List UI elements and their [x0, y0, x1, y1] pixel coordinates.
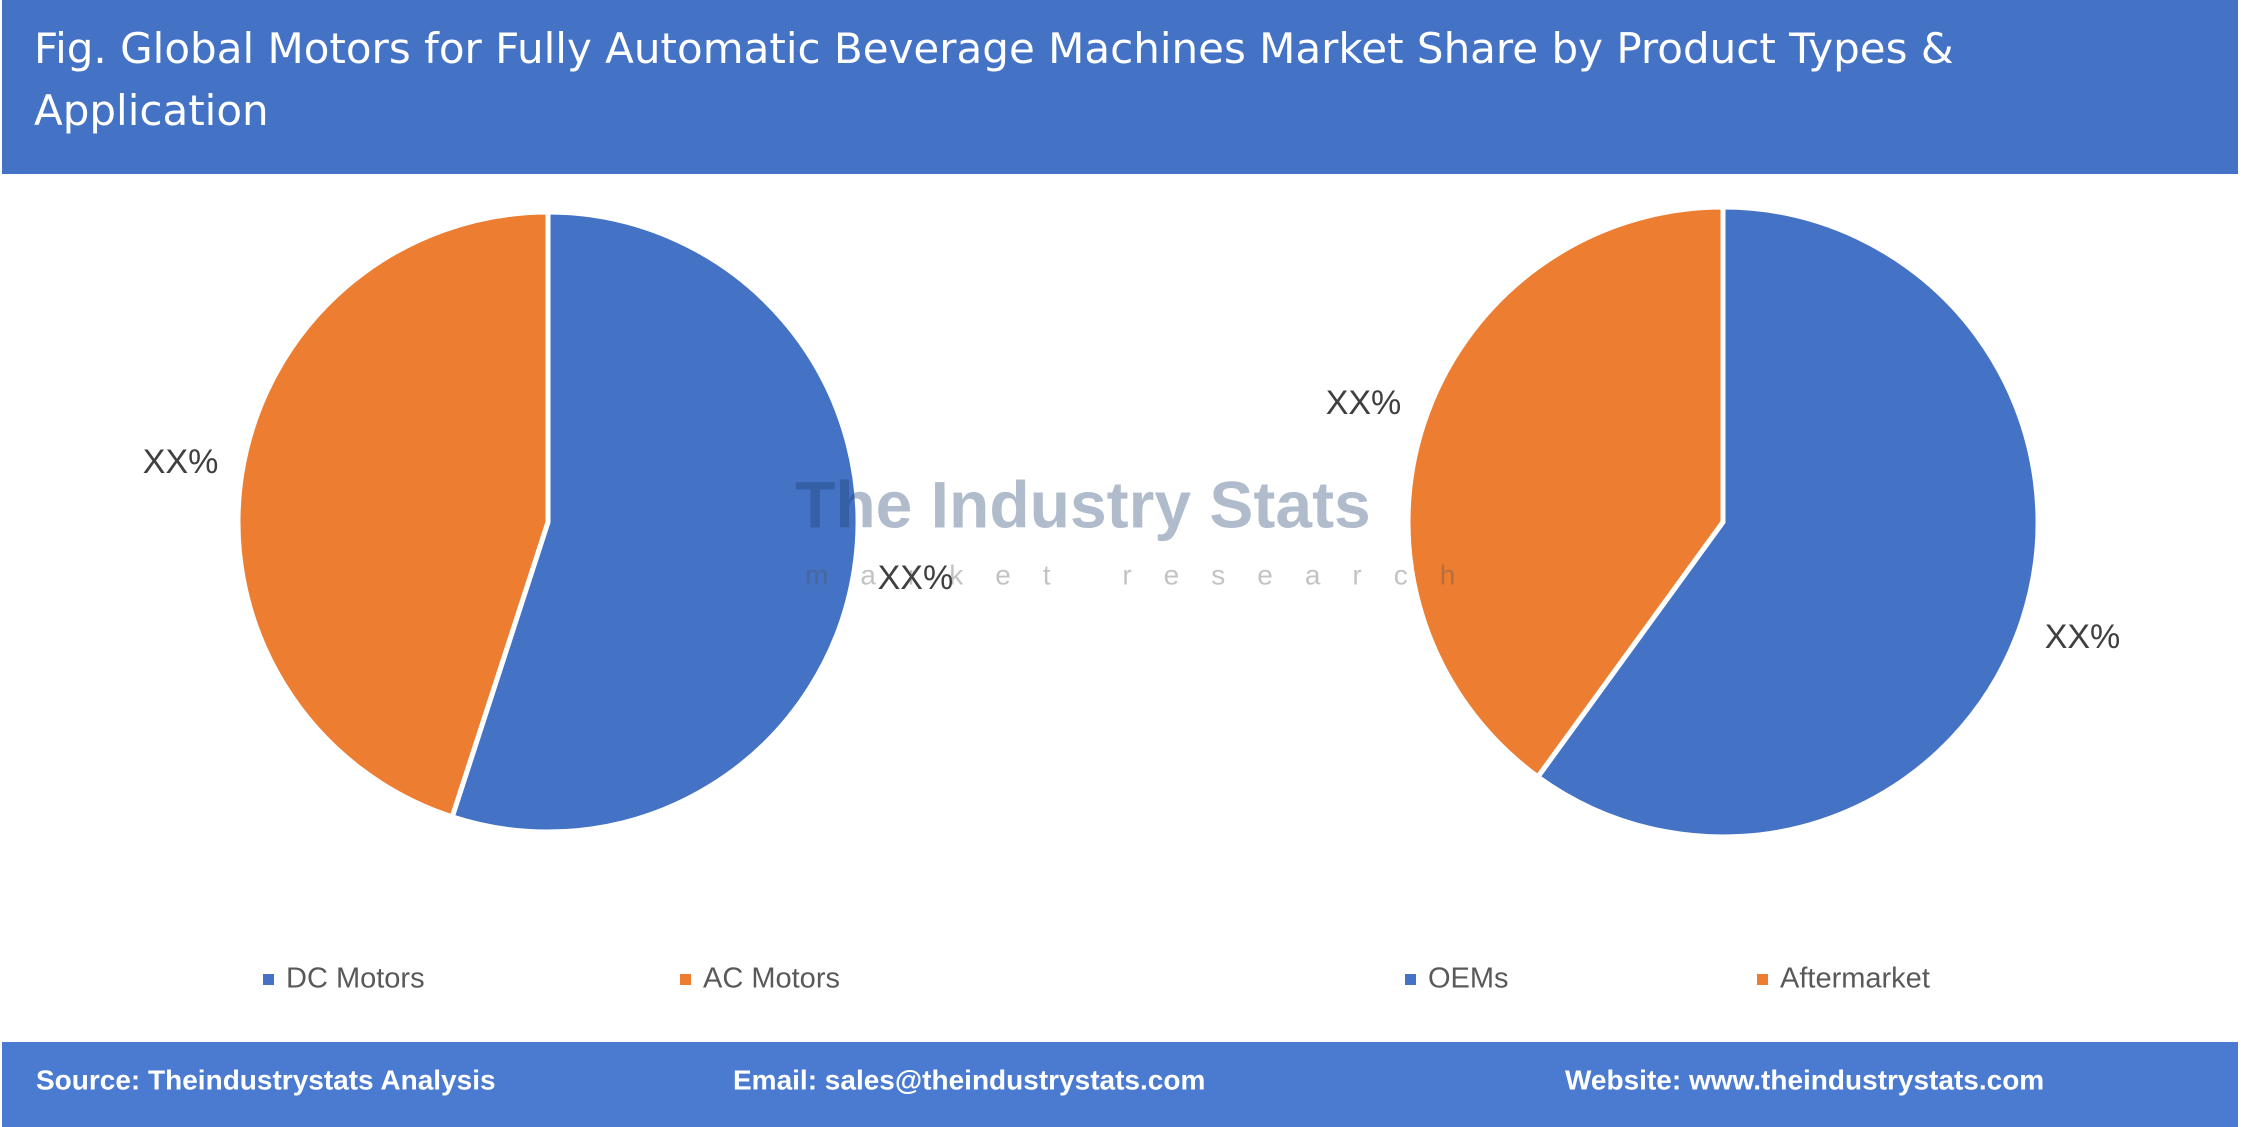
- footer-source: Source: Theindustrystats Analysis: [36, 1064, 496, 1095]
- charts: XX% DC Motors XX% AC Motors XX% OEMs XX% Afterm…: [143, 204, 2121, 995]
- title-box: Fig. Global Motors for Fully Automatic B…: [34, 24, 1954, 135]
- data-label: XX%: [878, 559, 954, 597]
- legend-marker: [1757, 974, 1768, 985]
- legend-marker: [263, 974, 274, 985]
- watermark: The Industry Stats market research: [795, 467, 1487, 590]
- data-label: XX%: [2045, 618, 2121, 656]
- footer-email: Email: sales@theindustrystats.com: [733, 1064, 1205, 1095]
- pie-slice: [1534, 204, 2041, 840]
- watermark-tagline: market research: [805, 559, 1487, 590]
- pie-slice: [235, 209, 551, 820]
- watermark-name: The Industry Stats: [795, 467, 1371, 541]
- footer-website: Website: www.theindustrystats.com: [1565, 1064, 2044, 1095]
- legend-marker: [680, 974, 691, 985]
- footer-bar: [2, 1042, 2238, 1127]
- legend-label: OEMs: [1428, 963, 1509, 995]
- pie-slice: [449, 209, 861, 835]
- chart-title: Fig. Global Motors for Fully Automatic B…: [34, 24, 1954, 135]
- legend-label: AC Motors: [703, 963, 840, 995]
- data-label: XX%: [143, 443, 219, 481]
- title-bar: [2, 0, 2238, 174]
- legend-label: Aftermarket: [1780, 963, 1930, 995]
- legend-marker: [1405, 974, 1416, 985]
- data-label: XX%: [1326, 384, 1402, 422]
- legend-label: DC Motors: [286, 963, 425, 995]
- pie-slice: [1405, 204, 1726, 781]
